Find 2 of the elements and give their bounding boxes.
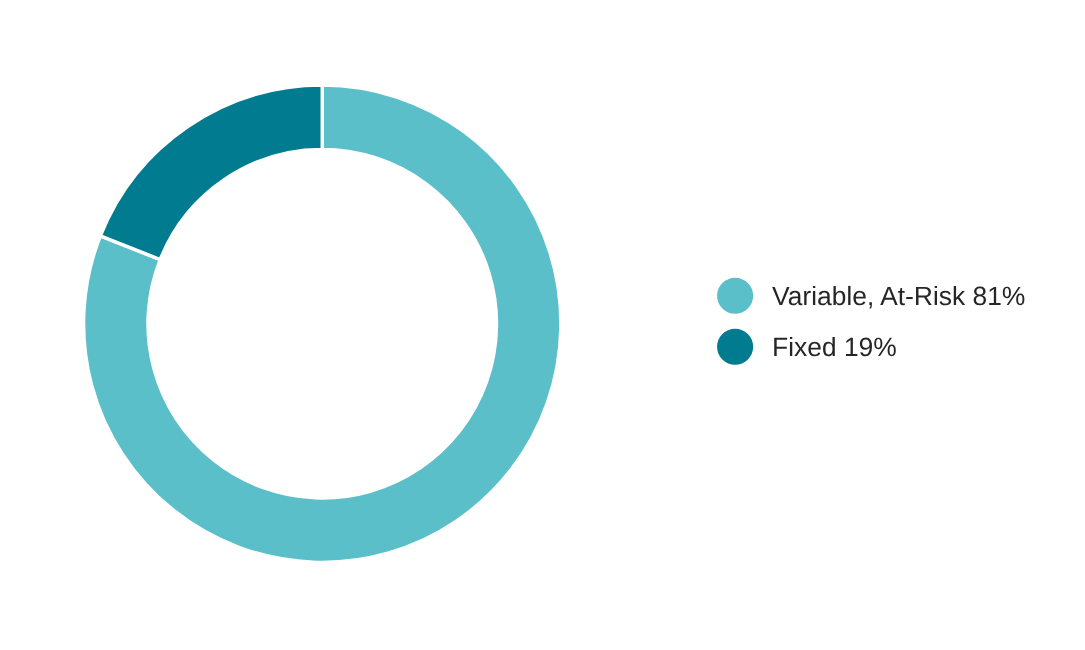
legend-label: Fixed 19%: [774, 336, 896, 357]
legend-label: Variable, At-Risk 81%: [772, 285, 1025, 309]
